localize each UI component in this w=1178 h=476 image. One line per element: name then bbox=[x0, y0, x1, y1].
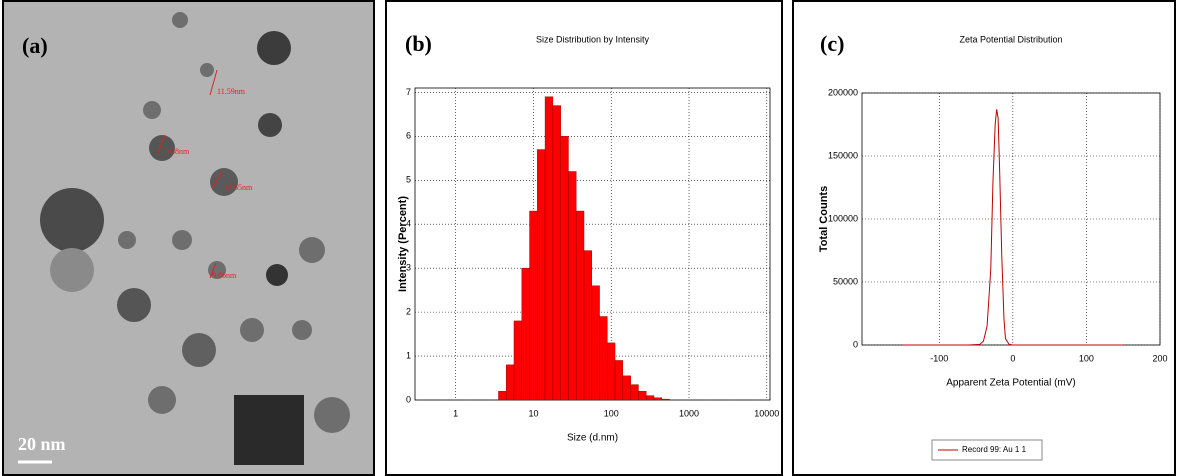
y-tick-label: 50000 bbox=[833, 276, 858, 286]
bar bbox=[513, 320, 522, 401]
x-tick-label: 10000 bbox=[754, 408, 779, 418]
bar bbox=[583, 250, 592, 401]
bar bbox=[646, 395, 655, 401]
y-tick-label: 0 bbox=[853, 339, 858, 349]
panel-label: (a) bbox=[22, 33, 48, 58]
annotation: 9.66nm bbox=[212, 271, 237, 280]
bar bbox=[537, 149, 546, 401]
bar bbox=[576, 210, 585, 401]
scale-label: 20 nm bbox=[18, 434, 66, 454]
bar bbox=[498, 391, 507, 401]
bar bbox=[552, 105, 561, 401]
x-tick-label: 1000 bbox=[679, 408, 699, 418]
y-axis-label: Intensity (Percent) bbox=[397, 196, 409, 292]
bar bbox=[599, 316, 608, 401]
x-tick-label: 100 bbox=[604, 408, 619, 418]
legend-label: Record 99: Au 1 1 bbox=[962, 445, 1027, 454]
y-tick-label: 2 bbox=[406, 306, 411, 316]
tem-panel: 11.59nm 9.58nm 13.65nm 9.66nm 20 nm (a) bbox=[2, 0, 375, 476]
y-tick-label: 4 bbox=[406, 219, 411, 229]
y-tick-label: 7 bbox=[406, 87, 411, 97]
panel-label: (c) bbox=[820, 31, 844, 56]
bar bbox=[506, 364, 515, 401]
bar bbox=[661, 398, 670, 401]
legend-box bbox=[931, 439, 1043, 461]
bar bbox=[607, 342, 616, 401]
x-tick-label: -100 bbox=[930, 353, 948, 363]
plot-area bbox=[861, 92, 1161, 346]
y-tick-label: 150000 bbox=[828, 150, 858, 160]
chart-title: Zeta Potential Distribution bbox=[959, 34, 1062, 44]
x-tick-label: 10 bbox=[528, 408, 538, 418]
bar bbox=[638, 391, 647, 401]
particles bbox=[40, 12, 350, 465]
bar bbox=[622, 375, 631, 401]
bar bbox=[653, 397, 663, 401]
annotation: 13.65nm bbox=[224, 183, 253, 192]
chart-panel: 0 1 2 3 4 5 6 7 1 10 100 1000 10000 Size Distribution… bbox=[385, 0, 783, 476]
chart-panel: 0 50000 100000 150000 200000 -100 0 100 200 Recor… bbox=[792, 0, 1176, 476]
line bbox=[902, 109, 1124, 346]
y-tick-label: 5 bbox=[406, 175, 411, 185]
y-tick-label: 0 bbox=[406, 394, 411, 404]
annotation: 11.59nm bbox=[217, 87, 246, 96]
bar bbox=[544, 96, 554, 401]
bar bbox=[591, 285, 600, 401]
panel-border bbox=[792, 0, 1176, 476]
y-tick-label: 6 bbox=[406, 131, 411, 141]
y-tick-label: 200000 bbox=[828, 87, 858, 97]
annotation: 9.58nm bbox=[165, 147, 190, 156]
bar bbox=[521, 267, 530, 401]
bar bbox=[529, 210, 538, 401]
bar bbox=[560, 136, 569, 401]
y-axis-label: Total Counts bbox=[818, 186, 830, 252]
y-tick-label: 3 bbox=[406, 263, 411, 273]
y-tick-label: 1 bbox=[406, 350, 411, 360]
x-axis-label: Size (d.nm) bbox=[567, 433, 618, 444]
x-tick-label: 0 bbox=[1010, 353, 1015, 363]
panel-label: (b) bbox=[405, 31, 432, 56]
y-tick-label: 100000 bbox=[828, 213, 858, 223]
chart-title: Size Distribution by Intensity bbox=[536, 34, 650, 44]
bar bbox=[614, 360, 624, 401]
bar bbox=[568, 171, 577, 401]
panel-border bbox=[385, 0, 783, 476]
x-tick-label: 100 bbox=[1079, 353, 1094, 363]
bar bbox=[630, 384, 639, 401]
x-tick-label: 1 bbox=[453, 408, 458, 418]
x-tick-label: 200 bbox=[1152, 353, 1167, 363]
x-axis-label: Apparent Zeta Potential (mV) bbox=[946, 378, 1076, 389]
measure-lines bbox=[156, 69, 223, 279]
